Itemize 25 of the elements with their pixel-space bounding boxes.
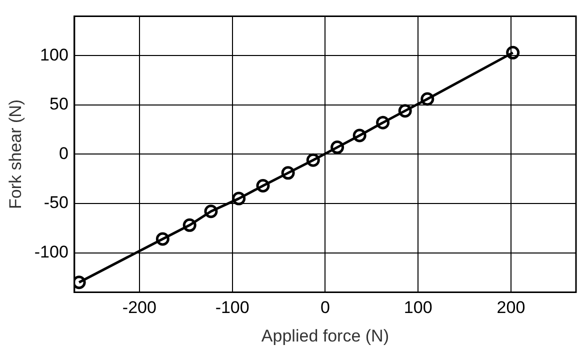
x-tick-label: -100 (215, 298, 250, 318)
point (156, 232, 170, 246)
point (281, 166, 295, 180)
y-tick-label: -100 (34, 242, 68, 262)
y-tick-label: -50 (44, 193, 68, 212)
x-tick-label: 0 (320, 298, 330, 318)
x-tick-label: -200 (122, 298, 156, 318)
point (330, 140, 344, 154)
y-tick-label: 0 (58, 144, 68, 163)
point (204, 204, 218, 218)
point (420, 92, 434, 106)
y-axis-title: Fork shear (N) (6, 99, 25, 209)
point (182, 218, 196, 232)
point (506, 46, 520, 60)
point (352, 128, 366, 142)
point (398, 104, 412, 118)
point (306, 153, 320, 167)
y-tick-label: 50 (50, 94, 68, 114)
point (376, 116, 390, 130)
point (232, 192, 246, 206)
x-tick-label: 100 (404, 298, 432, 318)
x-tick-label: 200 (496, 298, 526, 318)
y-tick-label: 100 (40, 45, 68, 64)
x-axis-title: Applied force (N) (261, 326, 389, 346)
point (256, 178, 270, 192)
